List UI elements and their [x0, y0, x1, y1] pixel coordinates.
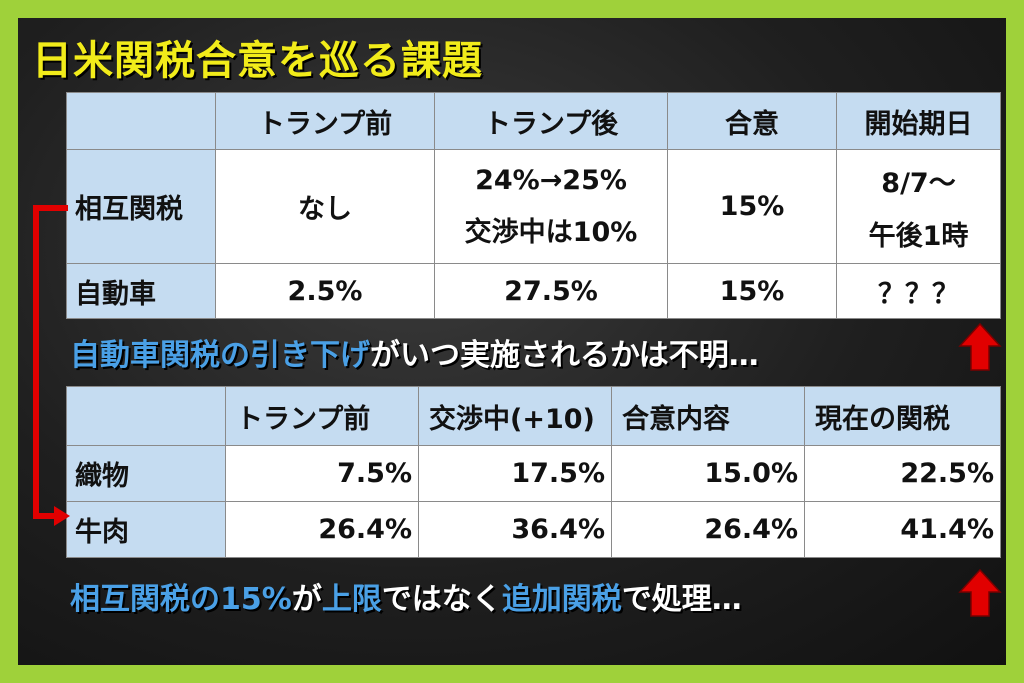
table-cell: 15%	[667, 149, 837, 264]
table-cell: なし	[215, 149, 435, 264]
table-cell: 41.4%	[804, 501, 1001, 558]
table-header-cell	[66, 386, 226, 446]
row-label: 織物	[66, 445, 226, 502]
note-highlight: 自動車関税の引き下げ	[70, 338, 370, 373]
cell-line: 8/7～	[881, 167, 956, 199]
note-highlight: 相互関税の15%	[70, 582, 292, 617]
note-reciprocal-tariff: 相互関税の15%が上限ではなく追加関税で処理…	[70, 574, 742, 618]
table-row: 相互関税 なし 24%→25% 交渉中は10% 15% 8/7～ 午後1時	[66, 149, 1001, 264]
table-cell: 17.5%	[418, 445, 612, 502]
table-cell: 15.0%	[611, 445, 805, 502]
table-cell: 8/7～ 午後1時	[836, 149, 1001, 264]
table-cell: 22.5%	[804, 445, 1001, 502]
note-highlight: 上限	[321, 582, 382, 617]
table-cell: 15%	[667, 263, 837, 319]
cell-line: 交渉中は10%	[464, 216, 638, 248]
note-auto-tariff: 自動車関税の引き下げがいつ実施されるかは不明…	[70, 330, 759, 374]
note-text: ではなく	[381, 582, 502, 617]
table-row: 自動車 2.5% 27.5% 15% ？？？	[66, 263, 1001, 319]
product-tariff-table: トランプ前 交渉中(+10) 合意内容 現在の関税 織物 7.5% 17.5% …	[66, 386, 1001, 558]
table-cell: 27.5%	[434, 263, 668, 319]
table-header-cell: 合意	[667, 92, 837, 150]
reciprocal-tariff-table: トランプ前 トランプ後 合意 開始期日 相互関税 なし 24%→25% 交渉中は…	[66, 92, 1001, 319]
row-label: 相互関税	[66, 149, 216, 264]
table-header-cell: 交渉中(+10)	[418, 386, 612, 446]
table-header-cell: トランプ前	[225, 386, 419, 446]
note-text: で処理…	[621, 582, 742, 617]
table-cell: 2.5%	[215, 263, 435, 319]
table-header-cell: 現在の関税	[804, 386, 1001, 446]
row-label: 牛肉	[66, 501, 226, 558]
table-cell: 7.5%	[225, 445, 419, 502]
page-title: 日米関税合意を巡る課題	[32, 38, 483, 84]
table-header-cell: 合意内容	[611, 386, 805, 446]
table-cell: ？？？	[836, 263, 1001, 319]
table-row: 牛肉 26.4% 36.4% 26.4% 41.4%	[66, 501, 1001, 558]
table-cell: 36.4%	[418, 501, 612, 558]
table-header-cell: 開始期日	[836, 92, 1001, 150]
table-header-cell: トランプ後	[434, 92, 668, 150]
cell-line: 24%→25%	[475, 164, 627, 196]
table-header-cell	[66, 92, 216, 150]
note-text: が	[291, 582, 322, 617]
table-row: 織物 7.5% 17.5% 15.0% 22.5%	[66, 445, 1001, 502]
up-arrow-icon	[958, 568, 1002, 617]
table-header-row: トランプ前 交渉中(+10) 合意内容 現在の関税	[66, 386, 1001, 446]
table-cell: 26.4%	[611, 501, 805, 558]
note-highlight: 追加関税	[501, 582, 622, 617]
bracket-arrow-icon	[33, 205, 70, 526]
table-cell: 26.4%	[225, 501, 419, 558]
table-cell: 24%→25% 交渉中は10%	[434, 149, 668, 264]
table-header-row: トランプ前 トランプ後 合意 開始期日	[66, 92, 1001, 150]
row-label: 自動車	[66, 263, 216, 319]
table-header-cell: トランプ前	[215, 92, 435, 150]
up-arrow-icon	[958, 322, 1002, 371]
note-text: がいつ実施されるかは不明…	[370, 338, 759, 373]
cell-line: 午後1時	[868, 220, 969, 252]
